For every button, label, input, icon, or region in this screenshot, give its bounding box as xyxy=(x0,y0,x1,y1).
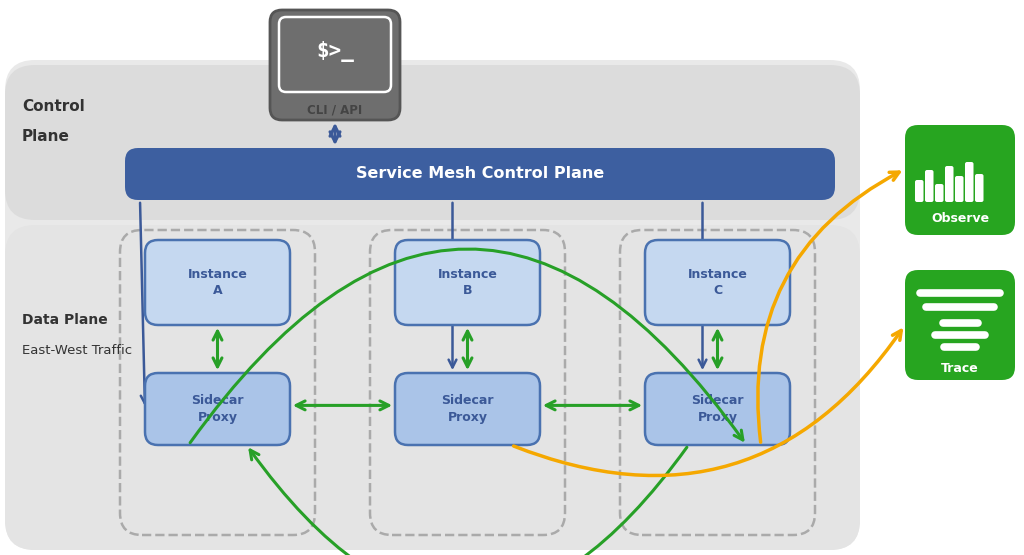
FancyBboxPatch shape xyxy=(945,166,953,202)
Text: East-West Traffic: East-West Traffic xyxy=(22,344,132,356)
FancyBboxPatch shape xyxy=(925,170,934,202)
FancyBboxPatch shape xyxy=(645,240,790,325)
Text: $>_: $>_ xyxy=(316,42,354,63)
Text: Service Mesh Control Plane: Service Mesh Control Plane xyxy=(356,166,604,181)
FancyBboxPatch shape xyxy=(975,174,983,202)
FancyBboxPatch shape xyxy=(905,125,1015,235)
FancyArrowPatch shape xyxy=(190,249,742,443)
Text: CLI / API: CLI / API xyxy=(307,103,362,117)
FancyBboxPatch shape xyxy=(5,60,860,550)
FancyBboxPatch shape xyxy=(645,373,790,445)
FancyArrowPatch shape xyxy=(250,447,687,555)
Text: Control: Control xyxy=(22,99,85,114)
Text: Trace: Trace xyxy=(941,361,979,375)
Text: Plane: Plane xyxy=(22,129,70,144)
FancyBboxPatch shape xyxy=(125,148,835,200)
Text: Instance
A: Instance A xyxy=(187,268,248,297)
FancyBboxPatch shape xyxy=(395,240,540,325)
FancyBboxPatch shape xyxy=(915,180,924,202)
FancyArrowPatch shape xyxy=(140,203,148,403)
FancyBboxPatch shape xyxy=(270,10,400,120)
Text: Sidecar
Proxy: Sidecar Proxy xyxy=(691,395,743,423)
FancyBboxPatch shape xyxy=(5,65,860,220)
Text: Instance
B: Instance B xyxy=(437,268,498,297)
Text: Sidecar
Proxy: Sidecar Proxy xyxy=(441,395,494,423)
FancyBboxPatch shape xyxy=(5,225,860,550)
Text: Instance
C: Instance C xyxy=(687,268,748,297)
FancyBboxPatch shape xyxy=(905,270,1015,380)
Text: Sidecar
Proxy: Sidecar Proxy xyxy=(191,395,244,423)
FancyArrowPatch shape xyxy=(758,172,899,442)
FancyBboxPatch shape xyxy=(955,176,964,202)
Text: Observe: Observe xyxy=(931,213,989,225)
FancyBboxPatch shape xyxy=(935,184,943,202)
FancyBboxPatch shape xyxy=(145,240,290,325)
FancyBboxPatch shape xyxy=(965,162,974,202)
FancyBboxPatch shape xyxy=(395,373,540,445)
FancyArrowPatch shape xyxy=(514,330,901,476)
Text: Data Plane: Data Plane xyxy=(22,313,108,327)
FancyBboxPatch shape xyxy=(145,373,290,445)
